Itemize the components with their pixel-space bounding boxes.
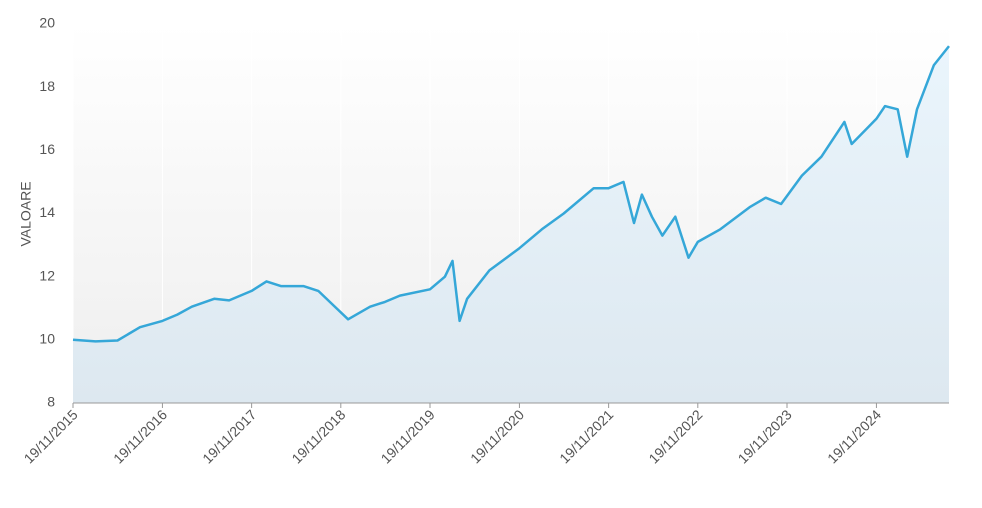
x-tick-label: 19/11/2021 [556, 406, 616, 466]
x-tick-label: 19/11/2020 [467, 406, 527, 466]
x-tick-label: 19/11/2022 [645, 406, 705, 466]
y-tick-label: 20 [39, 15, 55, 31]
y-tick-label: 18 [39, 78, 55, 94]
y-axis-label: VALOARE [18, 181, 34, 246]
line [72, 45, 950, 343]
x-tick-label: 19/11/2024 [824, 406, 884, 466]
x-tick-label: 19/11/2023 [735, 406, 795, 466]
x-tick-label: 19/11/2016 [110, 406, 170, 466]
x-tick-label: 19/11/2017 [199, 406, 259, 466]
y-tick-label: 14 [39, 204, 55, 220]
area [73, 46, 949, 403]
y-tick-label: 10 [39, 331, 55, 347]
x-tick-label: 19/11/2018 [288, 406, 348, 466]
x-tick-label: 19/11/2015 [21, 406, 81, 466]
y-tick-label: 8 [47, 394, 55, 410]
x-tick-label: 19/11/2019 [378, 406, 438, 466]
y-tick-label: 12 [39, 267, 55, 283]
y-tick-label: 16 [39, 141, 55, 157]
